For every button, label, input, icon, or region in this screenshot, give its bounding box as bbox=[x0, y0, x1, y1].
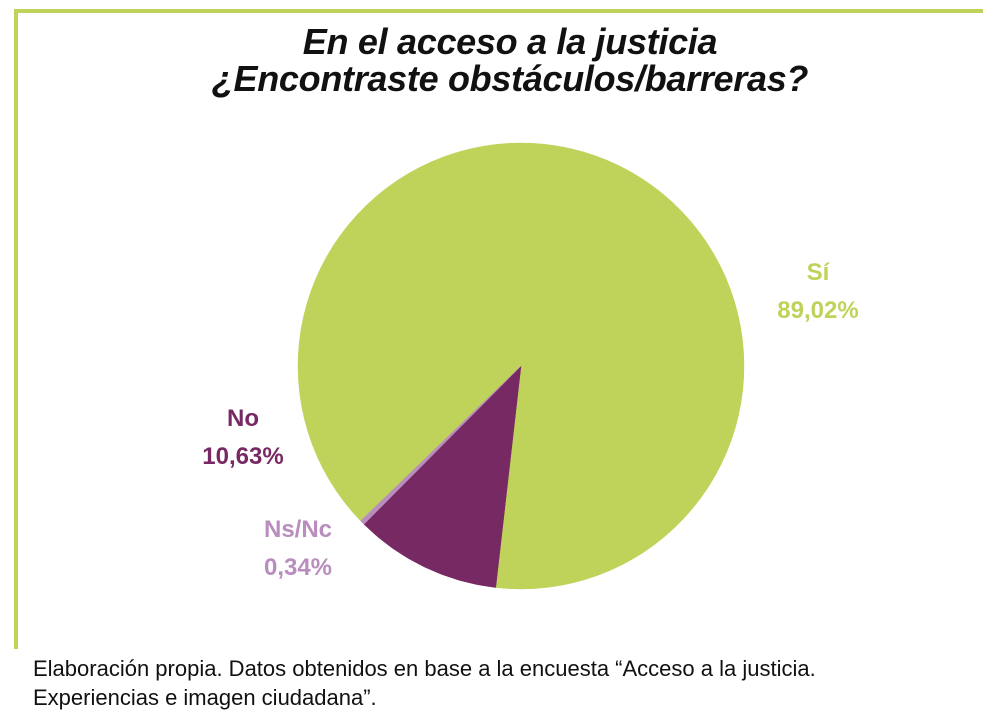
pie-labels: Sí 89,02% No 10,63% Ns/Nc 0,34% bbox=[202, 259, 858, 581]
pie-slice-ns-nc bbox=[360, 365, 522, 525]
pie-chart: Sí 89,02% No 10,63% Ns/Nc 0,34% bbox=[202, 142, 859, 590]
chart-title-line-2: ¿Encontraste obstáculos/barreras? bbox=[211, 58, 809, 99]
slice-label-name: Ns/Nc bbox=[264, 516, 332, 543]
slice-label-value: 89,02% bbox=[777, 297, 858, 324]
source-caption-line-1: Elaboración propia. Datos obtenidos en b… bbox=[33, 656, 816, 681]
slice-label-name: No bbox=[227, 405, 259, 432]
pie-slice-no bbox=[363, 365, 522, 588]
chart-frame bbox=[14, 9, 983, 649]
source-caption-line-2: Experiencias e imagen ciudadana”. bbox=[33, 685, 377, 710]
slice-label-name: Sí bbox=[807, 259, 831, 286]
slice-label-value: 0,34% bbox=[264, 554, 332, 581]
source-caption: Elaboración propia. Datos obtenidos en b… bbox=[33, 654, 983, 712]
chart-title-line-1: En el acceso a la justicia bbox=[302, 21, 718, 62]
slice-label-value: 10,63% bbox=[202, 443, 283, 470]
pie-slices bbox=[297, 142, 745, 590]
